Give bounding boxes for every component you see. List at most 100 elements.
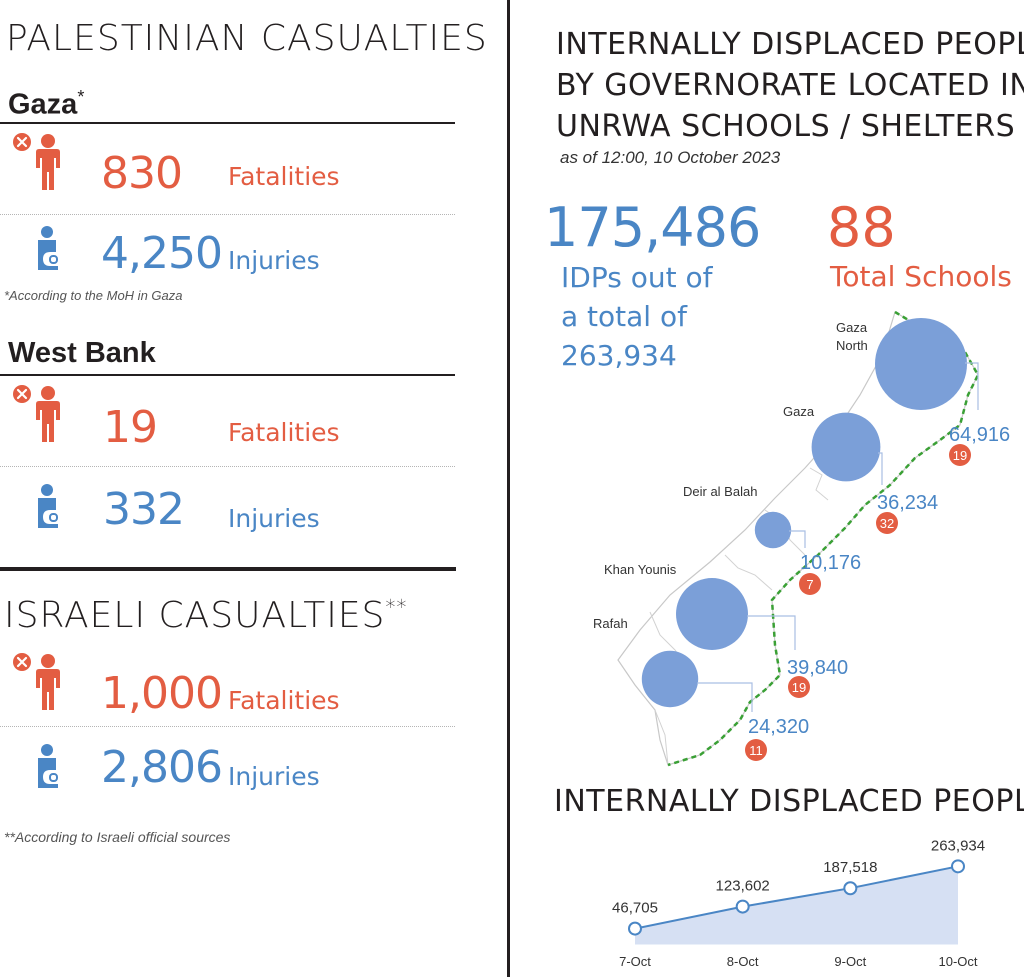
governorate-label-rafah: Rafah xyxy=(593,616,628,631)
idp-title-line: INTERNALLY DISPLACED PEOPLE xyxy=(556,27,1024,62)
injured-person-icon xyxy=(30,484,70,530)
connector-line xyxy=(878,452,883,485)
trend-value-label: 187,518 xyxy=(823,859,877,876)
idp-value-deir-al-balah: 10,176 xyxy=(800,552,861,574)
schools-badge-deir-al-balah: 7 xyxy=(799,573,821,595)
connector-line xyxy=(747,615,796,650)
as-of-date: as of 12:00, 10 October 2023 xyxy=(560,148,781,167)
gaza-rule xyxy=(0,122,455,124)
border-line xyxy=(667,310,980,767)
idp-value-gaza-north: 64,916 xyxy=(949,424,1010,446)
fatality-person-icon xyxy=(12,132,68,192)
israeli-injuries-value: 2,806 xyxy=(101,742,223,793)
gaza-footnote-mark: * xyxy=(77,87,85,107)
connector-line xyxy=(965,362,979,410)
bubble-layer xyxy=(641,318,967,708)
idp-value-rafah: 24,320 xyxy=(748,716,809,738)
gaza-injuries-value: 4,250 xyxy=(101,228,223,279)
west-bank-injuries-label: Injuries xyxy=(228,504,320,533)
israeli-fatalities-value: 1,000 xyxy=(101,668,223,719)
trend-category-label: 10-Oct xyxy=(938,954,977,969)
israeli-casualties-title: ISRAELI CASUALTIES xyxy=(4,595,386,636)
governorate-label-gaza-north: Gaza North xyxy=(836,320,868,353)
trend-category-label: 8-Oct xyxy=(727,954,759,969)
badge-count: 19 xyxy=(953,448,967,463)
governorate-label-gaza: Gaza xyxy=(783,404,815,419)
trend-value-label: 123,602 xyxy=(716,878,770,895)
trend-point xyxy=(951,859,965,874)
connector-line xyxy=(697,682,753,712)
israeli-divider xyxy=(0,726,455,727)
governorate-label-khan-younis: Khan Younis xyxy=(604,562,677,577)
west-bank-divider xyxy=(0,466,455,467)
israeli-section-rule xyxy=(0,567,456,571)
governorate-label-deir-al-balah: Deir al Balah xyxy=(683,484,757,499)
gaza-governorate-bubble-map: Gaza North Gaza Deir al Balah Khan Younis… xyxy=(593,310,1010,767)
israeli-injuries-label: Injuries xyxy=(228,762,320,791)
west-bank-rule xyxy=(0,374,455,376)
idp-value-gaza: 36,234 xyxy=(877,492,938,514)
badge-circle xyxy=(788,676,810,698)
idp-value-khan-younis: 39,840 xyxy=(787,657,848,679)
trend-point xyxy=(735,899,750,914)
trend-point xyxy=(628,921,642,936)
trend-marks: 46,705 7-Oct 123,602 8-Oct 187,518 9-Oct 263,9… xyxy=(612,837,985,969)
bubble-deir-al-balah xyxy=(754,511,792,549)
badge-circle xyxy=(799,573,821,595)
label-line: North xyxy=(836,338,868,353)
fatality-person-icon xyxy=(12,652,68,712)
bubble-khan-younis xyxy=(676,578,748,650)
label-line: Gaza xyxy=(836,320,868,335)
schools-badge-rafah: 11 xyxy=(745,739,767,761)
palestinian-casualties-title: PALESTINIAN CASUALTIES xyxy=(6,18,488,59)
trend-value-label: 46,705 xyxy=(612,900,658,917)
total-idps-value: 175,486 xyxy=(544,196,761,259)
gaza-fatalities-label: Fatalities xyxy=(228,162,340,191)
israeli-casualties-heading: ISRAELI CASUALTIES** xyxy=(4,595,407,636)
idps-out-of-text: IDPs out of a total of 263,934 xyxy=(561,258,712,375)
idps-text-line: 263,934 xyxy=(561,339,677,372)
badge-count: 19 xyxy=(792,680,806,695)
schools-badge-gaza-north: 19 xyxy=(949,444,971,466)
idp-trend-chart: 46,705 7-Oct 123,602 8-Oct 187,518 9-Oct 263,9… xyxy=(612,837,985,969)
column-divider xyxy=(507,0,510,977)
trend-line xyxy=(634,865,959,930)
idp-title-line: UNRWA SCHOOLS / SHELTERS xyxy=(556,109,1016,144)
badge-count: 11 xyxy=(749,743,763,758)
gaza-divider xyxy=(0,214,455,215)
gaza-heading: Gaza* xyxy=(8,87,84,122)
injured-person-icon xyxy=(30,744,70,790)
west-bank-injuries-value: 332 xyxy=(103,484,185,535)
trend-category-label: 9-Oct xyxy=(834,954,866,969)
idps-text-line: a total of xyxy=(561,300,687,333)
gaza-fatalities-value: 830 xyxy=(101,148,183,199)
badge-circle xyxy=(745,739,767,761)
trend-point xyxy=(843,881,858,896)
badge-count: 7 xyxy=(806,577,813,592)
idp-trend-title: INTERNALLY DISPLACED PEOPLE xyxy=(554,784,1024,819)
israeli-source-note: **According to Israeli official sources xyxy=(4,829,231,845)
badge-circle xyxy=(876,512,898,534)
trend-value-label: 263,934 xyxy=(931,837,985,854)
trend-category-label: 7-Oct xyxy=(619,954,651,969)
bubble-rafah xyxy=(641,650,699,708)
west-bank-fatalities-label: Fatalities xyxy=(228,418,340,447)
injured-person-icon xyxy=(30,226,70,272)
west-bank-title: West Bank xyxy=(8,337,156,369)
badge-count: 32 xyxy=(880,516,894,531)
gaza-injuries-label: Injuries xyxy=(228,246,320,275)
total-schools-value: 88 xyxy=(827,196,896,259)
idp-title-line: BY GOVERNORATE LOCATED IN xyxy=(556,68,1024,103)
badge-circle xyxy=(949,444,971,466)
schools-badge-gaza: 32 xyxy=(876,512,898,534)
gaza-source-note: *According to the MoH in Gaza xyxy=(4,288,183,303)
gaza-title: Gaza xyxy=(8,88,78,121)
idps-text-line: IDPs out of xyxy=(561,261,713,294)
fatality-person-icon xyxy=(12,384,68,444)
israeli-fatalities-label: Fatalities xyxy=(228,686,340,715)
bubble-gaza xyxy=(811,412,881,482)
trend-area xyxy=(635,866,958,944)
west-bank-fatalities-value: 19 xyxy=(103,402,158,453)
idp-governorate-title: INTERNALLY DISPLACED PEOPLE BY GOVERNORA… xyxy=(556,24,1024,147)
bubble-gaza-north xyxy=(875,318,967,410)
